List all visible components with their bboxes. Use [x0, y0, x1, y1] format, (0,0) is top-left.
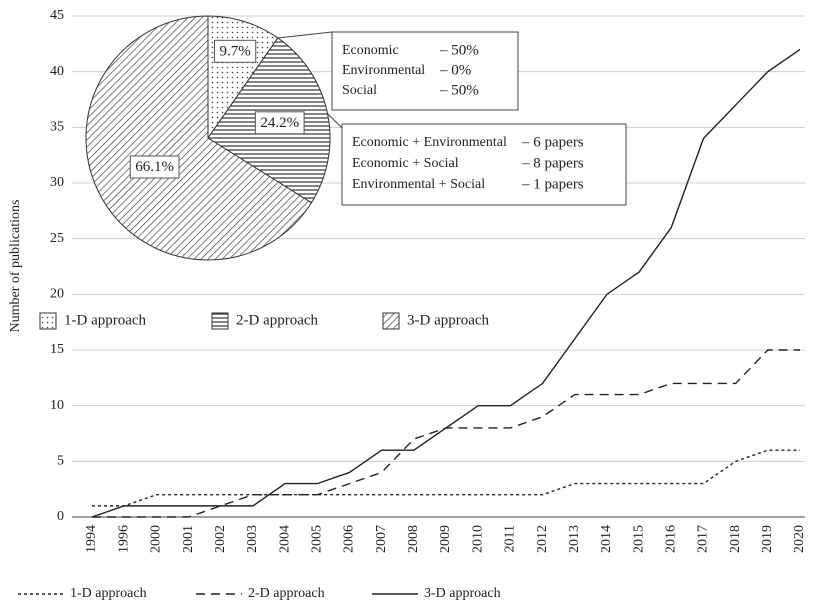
x-tick-label: 2017 — [696, 525, 711, 553]
x-tick-label: 2001 — [181, 525, 196, 553]
pie-label-box — [213, 39, 257, 63]
y-tick-label: 10 — [50, 398, 64, 413]
x-tick-label: 2015 — [631, 525, 646, 553]
y-tick-label: 0 — [57, 509, 64, 524]
annotation-text: – 6 papers — [521, 134, 584, 150]
x-tick-label: 2018 — [728, 525, 743, 553]
pie-label-box — [129, 155, 180, 179]
annotation-text: Economic — [342, 43, 399, 58]
y-tick-label: 35 — [50, 120, 64, 135]
pie-value-label: 66.1% — [135, 159, 174, 175]
x-tick-label: 1994 — [84, 525, 99, 553]
x-tick-label: 2013 — [567, 525, 582, 553]
y-tick-label: 20 — [50, 287, 64, 302]
x-tick-label: 2014 — [599, 525, 614, 553]
y-tick-label: 45 — [50, 8, 64, 23]
y-tick-label: 25 — [50, 231, 64, 246]
x-tick-label: 2008 — [406, 525, 421, 553]
annotation-text: Economic + Environmental — [352, 135, 507, 150]
annotation-text: – 0% — [439, 62, 471, 78]
annotation-box — [341, 123, 627, 206]
legend-swatch — [211, 312, 229, 330]
legend-label: 1-D approach — [64, 312, 147, 328]
annotation-text: – 50% — [439, 82, 479, 98]
annotation-text: – 8 papers — [521, 155, 584, 171]
x-tick-label: 2019 — [760, 525, 775, 553]
annotation-text: Economic + Social — [352, 156, 459, 171]
legend-label: 2-D approach — [248, 586, 325, 601]
line-series — [91, 48, 801, 518]
x-tick-label: 2009 — [438, 525, 453, 553]
x-tick-label: 2002 — [213, 525, 228, 553]
legend-swatch — [382, 312, 400, 330]
annotation-text: – 1 papers — [521, 176, 584, 192]
x-tick-label: 2020 — [792, 525, 807, 553]
x-tick-label: 2006 — [342, 525, 357, 553]
x-tick-label: 2016 — [663, 525, 678, 553]
legend-label: 1-D approach — [70, 586, 147, 601]
legend-swatch — [39, 312, 57, 330]
annotation-text: Environmental + Social — [352, 177, 485, 192]
annotation-text: – 50% — [439, 42, 479, 58]
y-tick-label: 40 — [50, 64, 64, 79]
y-tick-label: 15 — [50, 342, 64, 357]
pie-value-label: 9.7% — [219, 43, 250, 59]
x-tick-label: 2005 — [309, 525, 324, 553]
line-series — [92, 449, 800, 507]
x-tick-label: 2004 — [277, 525, 292, 553]
x-tick-label: 2003 — [245, 525, 260, 553]
line-series — [92, 349, 800, 518]
pie-label-box — [254, 111, 305, 135]
pie-slice — [85, 15, 313, 261]
annotation-text: Social — [342, 83, 377, 98]
annotation-connector — [327, 113, 343, 129]
x-tick-label: 2010 — [470, 525, 485, 553]
x-tick-label: 2000 — [149, 525, 164, 553]
y-tick-label: 30 — [50, 175, 64, 190]
x-tick-label: 2007 — [374, 525, 389, 553]
legend-label: 2-D approach — [236, 312, 319, 328]
annotation-connector — [277, 31, 333, 39]
y-tick-label: 5 — [57, 454, 64, 469]
annotation-text: Environmental — [342, 63, 425, 78]
annotation-box — [331, 31, 519, 111]
x-tick-label: 2011 — [503, 525, 518, 552]
pie-value-label: 24.2% — [260, 115, 299, 131]
legend-label: 3-D approach — [424, 586, 501, 601]
legend-label: 3-D approach — [407, 312, 490, 328]
x-tick-label: 2012 — [535, 525, 550, 553]
x-tick-label: 1996 — [116, 525, 131, 553]
y-axis-label: Number of publications — [8, 200, 23, 333]
